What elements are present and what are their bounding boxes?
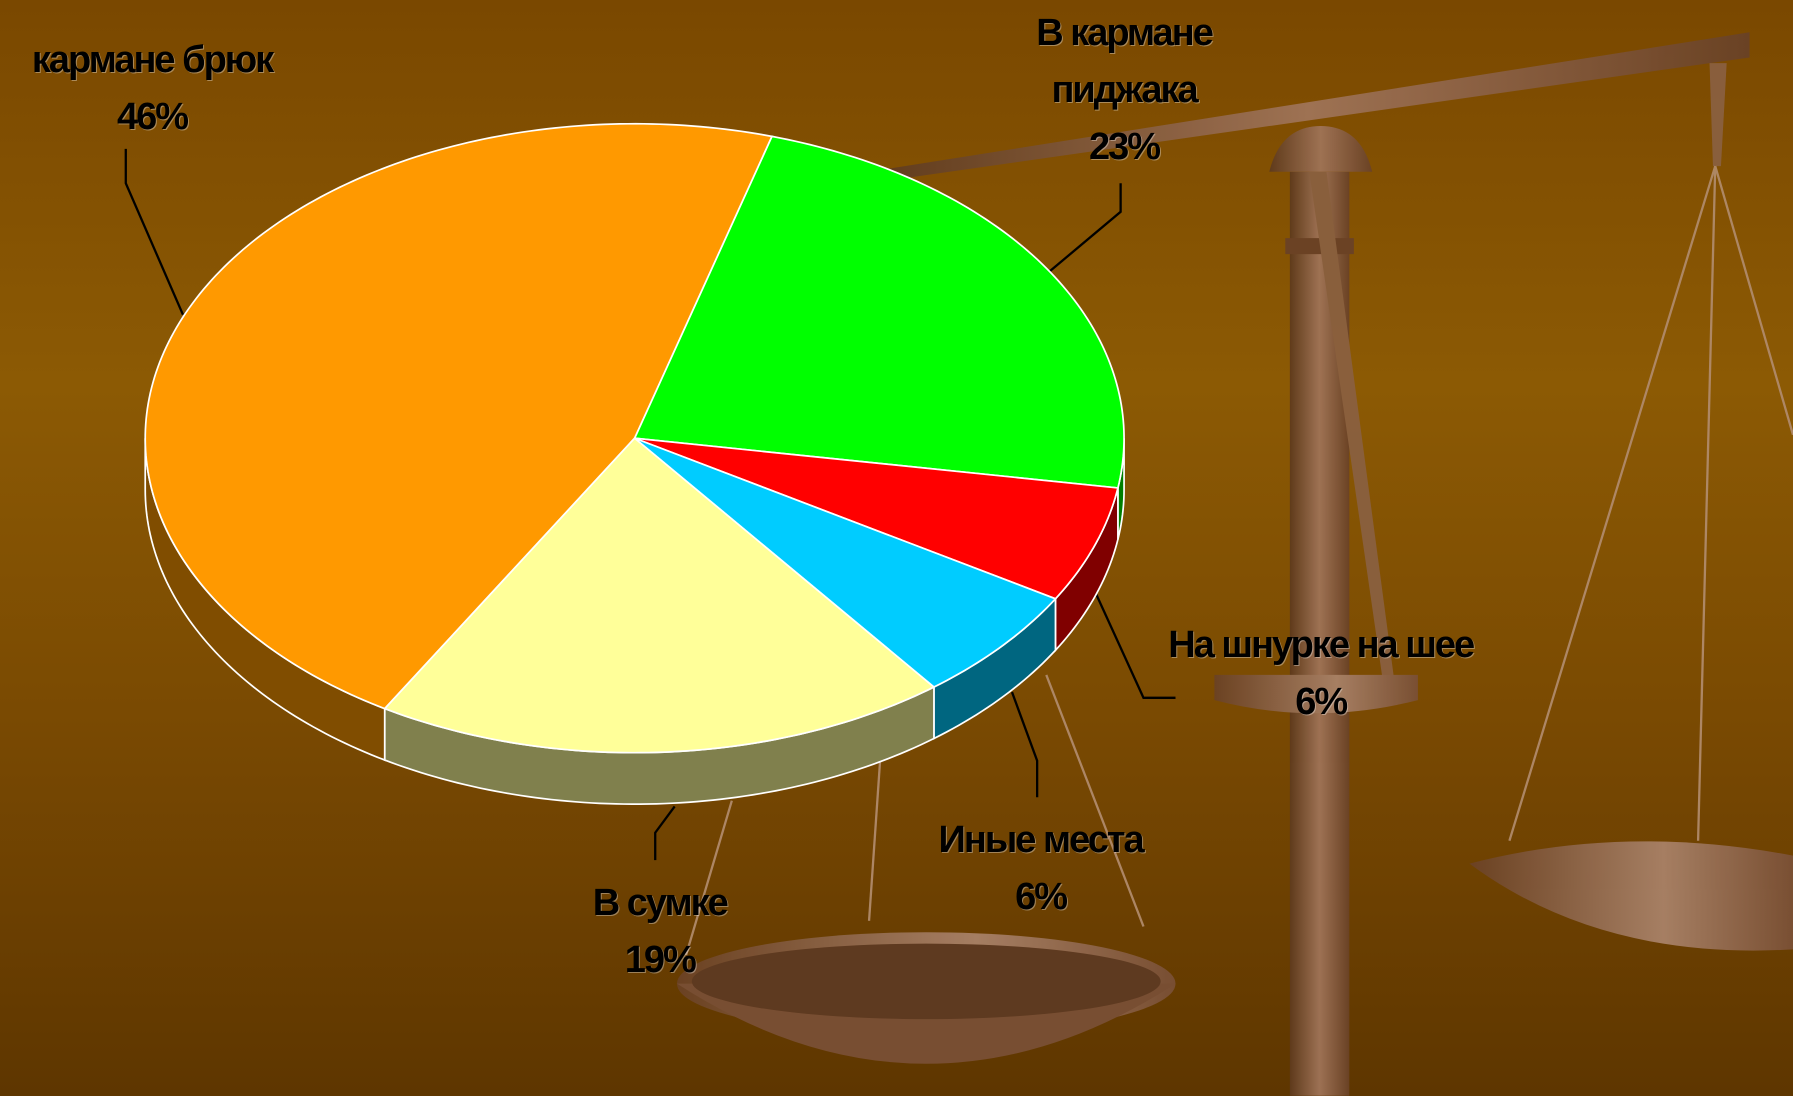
category-label: Иные места <box>938 818 1145 861</box>
value-label: 46% <box>117 96 189 139</box>
pie-slice <box>634 437 1057 689</box>
value-label: 23% <box>1089 125 1161 168</box>
pie-slice <box>144 122 774 710</box>
data-label: Иные места 6% <box>892 812 1189 926</box>
leader-line <box>1094 592 1176 699</box>
data-label: В сумке 19% <box>545 875 774 989</box>
category-label: В сумке <box>592 881 729 924</box>
leader-line <box>124 148 185 316</box>
leader-line <box>1048 183 1122 273</box>
pie <box>144 122 1125 805</box>
data-label: кармане брюк 46% <box>0 32 324 146</box>
leader-lines <box>124 148 1176 861</box>
leader-line <box>1010 691 1039 798</box>
value-label: 6% <box>1295 681 1348 724</box>
value-label: 19% <box>624 938 697 981</box>
data-label: В кармане пиджака 23% <box>998 5 1250 176</box>
category-label: На шнурке на шее <box>1168 624 1475 667</box>
leader-line <box>654 805 676 861</box>
pie-slice <box>634 437 1119 600</box>
scales-decoration <box>676 32 1793 1096</box>
category-label: кармане брюк <box>31 39 274 82</box>
category-label: В кармане пиджака <box>1036 11 1214 111</box>
data-label: На шнурке на шее 6% <box>1166 617 1475 731</box>
value-label: 6% <box>1015 875 1068 918</box>
pie-slice <box>633 135 1125 489</box>
pie-slice <box>383 437 936 754</box>
